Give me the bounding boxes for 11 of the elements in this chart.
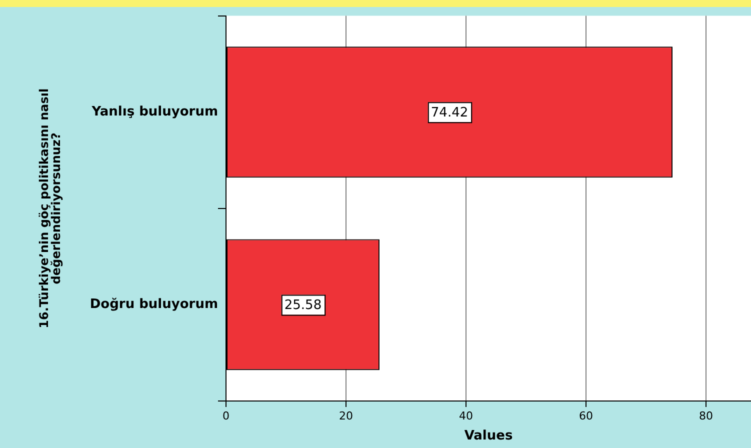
x-tick-label: 60	[579, 409, 593, 422]
data-label: 74.42	[430, 105, 468, 120]
y-tick-label: Doğru buluyorum	[90, 297, 218, 312]
x-tick-label: 20	[339, 409, 353, 422]
x-axis-title: Values	[464, 428, 513, 444]
x-tick-label: 80	[699, 409, 713, 422]
y-axis-title: 16.Türkiye’nin göç politikasını nasıl değerlendiriyorsunuz?	[37, 88, 64, 328]
x-tick-label: 40	[459, 409, 473, 422]
y-tick-label: Yanlış buluyorum	[90, 104, 218, 120]
x-tick-label: 0	[222, 409, 230, 422]
data-label: 25.58	[284, 298, 322, 314]
